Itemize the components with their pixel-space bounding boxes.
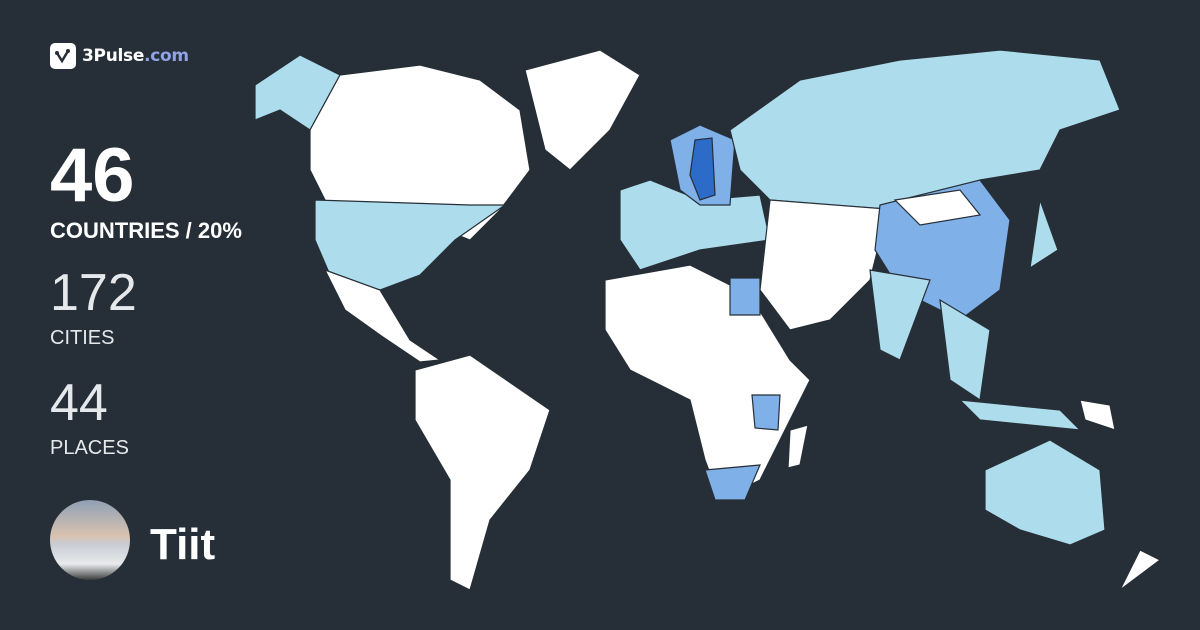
brand-logo[interactable]: 3Pulse.com — [50, 43, 189, 69]
region-south-africa — [704, 464, 761, 501]
region-new-zealand — [1119, 549, 1162, 591]
region-papua — [1079, 399, 1116, 431]
places-count: 44 — [50, 374, 108, 432]
region-usa — [314, 199, 507, 291]
countries-count: 46 — [50, 133, 135, 218]
region-australia — [984, 439, 1106, 546]
region-indonesia — [958, 399, 1082, 431]
region-south-america — [414, 354, 551, 591]
region-japan — [1029, 199, 1059, 270]
pulse-logo-icon — [50, 43, 76, 69]
region-russia — [729, 49, 1121, 211]
region-greenland — [524, 49, 641, 171]
region-central-america — [323, 268, 442, 363]
countries-stat: 46 COUNTRIES / 20% — [50, 138, 242, 244]
user-avatar[interactable] — [50, 500, 130, 580]
region-sweden — [689, 137, 716, 201]
cities-label: CITIES — [50, 327, 115, 349]
region-madagascar — [787, 424, 809, 469]
region-egypt — [729, 277, 761, 316]
region-tanzania — [751, 394, 781, 431]
region-southeast-asia — [939, 298, 991, 402]
region-mongolia — [893, 189, 982, 226]
cities-count: 172 — [50, 264, 137, 322]
region-india — [869, 269, 931, 361]
brand-tld: .com — [144, 46, 189, 66]
places-label: PLACES — [50, 437, 129, 459]
countries-label: COUNTRIES / 20% — [50, 218, 242, 243]
user-name: Tiit — [150, 520, 216, 569]
cities-stat: 172 CITIES — [50, 267, 137, 350]
brand-name: 3Pulse — [82, 46, 145, 66]
places-stat: 44 PLACES — [50, 377, 129, 460]
